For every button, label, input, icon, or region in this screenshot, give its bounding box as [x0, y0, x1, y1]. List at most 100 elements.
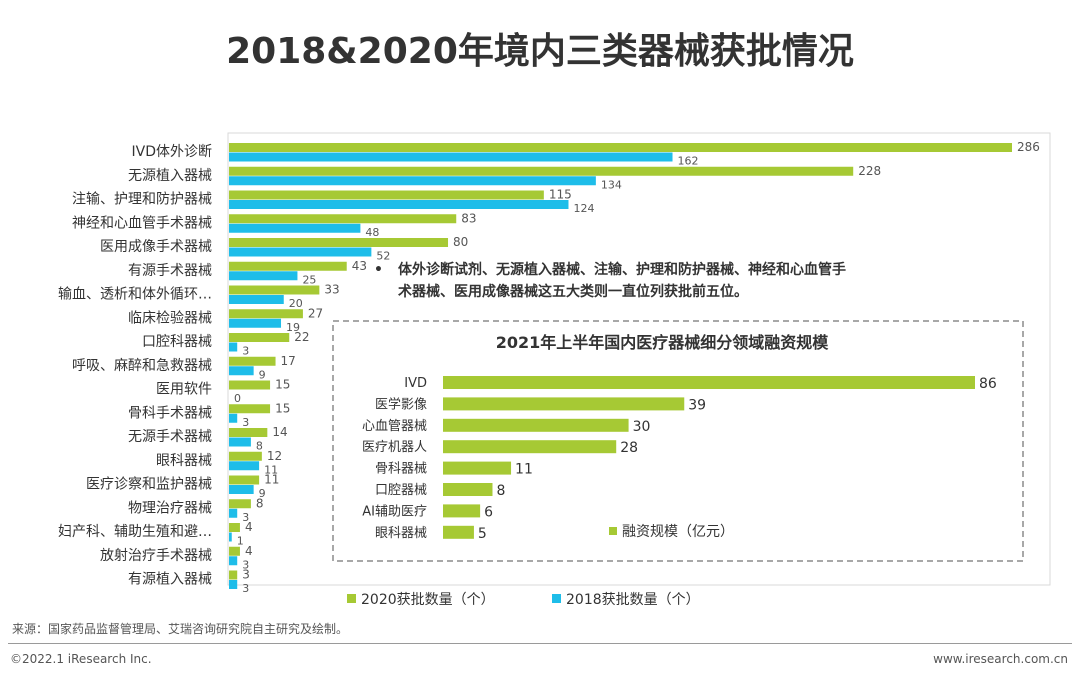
- bar-2020: [229, 570, 238, 580]
- bar-2018: [229, 366, 254, 376]
- main-category-label: 医用成像手术器械: [100, 239, 212, 255]
- value-label-2018: 52: [376, 250, 390, 263]
- main-category-label: 有源植入器械: [128, 572, 212, 588]
- main-category-label: 呼吸、麻醉和急救器械: [72, 358, 212, 374]
- bar-2018: [229, 580, 238, 589]
- main-category-label: 口腔科器械: [142, 334, 212, 350]
- value-label-2020: 80: [453, 235, 468, 249]
- bar-2020: [229, 261, 347, 271]
- inset-value-label: 8: [496, 483, 505, 499]
- bar-2018: [229, 176, 596, 186]
- inset-category-label: IVD: [404, 376, 427, 391]
- inset-category-label: AI辅助医疗: [362, 504, 427, 519]
- bar-2020: [229, 214, 457, 224]
- inset-bar: [443, 461, 512, 475]
- bar-2020: [229, 309, 303, 319]
- main-category-label: 神经和心血管手术器械: [72, 215, 212, 231]
- value-label-2020: 115: [549, 188, 572, 202]
- inset-category-label: 医学影像: [375, 396, 427, 412]
- bar-2020: [229, 523, 240, 532]
- main-category-label: 医用软件: [156, 382, 212, 398]
- inset-bar: [443, 397, 685, 411]
- bar-2018: [229, 295, 284, 304]
- value-label-2018: 11: [264, 463, 278, 476]
- main-category-label: 注输、护理和防护器械: [72, 192, 212, 208]
- bar-2018: [229, 508, 238, 518]
- inset-category-label: 医疗机器人: [362, 440, 427, 455]
- value-label-2018: 3: [242, 345, 249, 358]
- value-label-2020: 27: [308, 306, 323, 320]
- main-category-label: 骨科手术器械: [128, 405, 212, 421]
- value-label-2020: 3: [242, 568, 250, 582]
- main-category-label: 输血、透析和体外循环…: [58, 287, 212, 303]
- value-label-2018: 0: [234, 392, 241, 405]
- value-label-2018: 3: [242, 511, 249, 524]
- value-label-2020: 286: [1017, 140, 1040, 154]
- bar-2018: [229, 532, 232, 542]
- value-label-2020: 228: [858, 164, 881, 178]
- legend-label: 2018获批数量（个）: [566, 592, 700, 608]
- legend-swatch: [552, 594, 561, 603]
- inset-bar: [443, 504, 481, 518]
- main-category-label: 物理治疗器械: [128, 500, 212, 516]
- value-label-2018: 20: [289, 297, 303, 310]
- value-label-2018: 3: [242, 582, 249, 595]
- value-label-2020: 12: [267, 449, 282, 463]
- value-label-2020: 43: [352, 259, 367, 273]
- main-category-label: 放射治疗手术器械: [100, 548, 212, 564]
- value-label-2018: 3: [242, 558, 249, 571]
- value-label-2018: 19: [286, 321, 300, 334]
- value-label-2018: 162: [678, 155, 699, 168]
- inset-bar: [443, 483, 493, 496]
- value-label-2020: 15: [275, 401, 290, 415]
- copyright: ©2022.1 iResearch Inc.: [10, 652, 152, 666]
- main-category-label: 有源手术器械: [128, 263, 212, 279]
- inset-bar: [443, 525, 474, 539]
- value-label-2020: 8: [256, 496, 264, 510]
- bar-2020: [229, 546, 240, 556]
- main-chart-frame: [227, 132, 1051, 586]
- page-title: 2018&2020年境内三类器械获批情况: [226, 31, 854, 72]
- value-label-2020: 83: [461, 211, 476, 225]
- inset-category-label: 骨科器械: [375, 462, 427, 477]
- bar-2018: [229, 247, 372, 257]
- value-label-2018: 9: [259, 368, 266, 381]
- value-label-2018: 1: [237, 535, 244, 548]
- inset-value-label: 28: [620, 440, 638, 456]
- value-label-2020: 11: [264, 473, 279, 487]
- inset-category-label: 心血管器械: [362, 419, 427, 434]
- bar-2018: [229, 556, 238, 566]
- bar-2020: [229, 143, 1012, 152]
- value-label-2020: 15: [275, 378, 290, 392]
- value-label-2020: 4: [245, 520, 253, 534]
- bar-2018: [229, 413, 238, 423]
- value-label-2020: 14: [272, 425, 287, 439]
- bar-2020: [229, 428, 268, 437]
- bar-2018: [229, 461, 260, 471]
- inset-value-label: 30: [633, 419, 651, 435]
- bar-2018: [229, 200, 569, 209]
- bar-2018: [229, 271, 298, 281]
- main-category-label: 无源植入器械: [128, 168, 212, 184]
- bar-2020: [229, 356, 276, 366]
- inset-category-label: 口腔器械: [375, 483, 427, 498]
- website: www.iresearch.com.cn: [933, 652, 1068, 666]
- bar-2020: [229, 499, 251, 509]
- value-label-2018: 8: [256, 440, 263, 453]
- value-label-2018: 3: [242, 416, 249, 429]
- value-label-2018: 48: [365, 226, 379, 239]
- bar-2020: [229, 166, 854, 176]
- bar-2020: [229, 190, 544, 200]
- inset-value-label: 5: [478, 526, 487, 542]
- inset-bar: [443, 376, 975, 389]
- bar-2020: [229, 333, 290, 342]
- inset-value-label: 6: [484, 504, 493, 520]
- value-label-2020: 4: [245, 544, 253, 558]
- inset-legend-swatch: [609, 527, 617, 535]
- value-label-2018: 9: [259, 487, 266, 500]
- bar-2018: [229, 318, 282, 328]
- main-category-label: IVD体外诊断: [132, 144, 213, 160]
- footer-divider: [8, 643, 1072, 644]
- bar-2020: [229, 404, 271, 414]
- bar-2020: [229, 451, 262, 461]
